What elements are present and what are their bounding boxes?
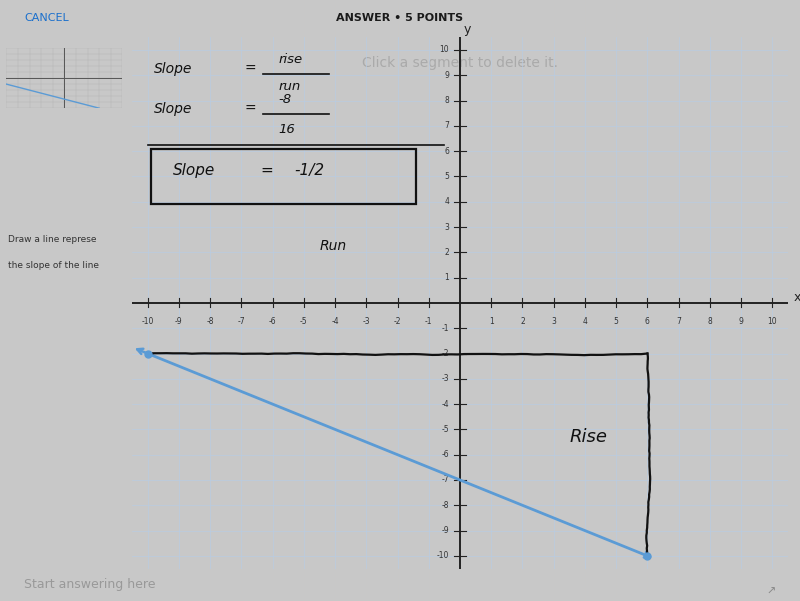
Text: 7: 7	[676, 317, 681, 326]
Text: -7: -7	[442, 475, 449, 484]
Text: -6: -6	[269, 317, 276, 326]
Text: -1: -1	[425, 317, 433, 326]
Text: ↗: ↗	[766, 586, 776, 596]
Text: the slope of the line: the slope of the line	[8, 261, 99, 270]
Text: Slope: Slope	[154, 62, 192, 76]
Text: 6: 6	[645, 317, 650, 326]
Text: -6: -6	[442, 450, 449, 459]
Text: -3: -3	[362, 317, 370, 326]
Text: 9: 9	[738, 317, 743, 326]
Text: Rise: Rise	[570, 428, 607, 446]
Text: 4: 4	[582, 317, 587, 326]
Text: 4: 4	[444, 197, 449, 206]
Text: Slope: Slope	[173, 163, 215, 178]
Text: -2: -2	[394, 317, 402, 326]
Text: -8: -8	[442, 501, 449, 510]
Text: 10: 10	[767, 317, 777, 326]
Text: rise: rise	[279, 52, 303, 66]
Text: -3: -3	[442, 374, 449, 383]
Text: run: run	[279, 81, 301, 93]
Text: 8: 8	[444, 96, 449, 105]
Text: =: =	[245, 62, 256, 76]
Text: -1: -1	[442, 324, 449, 333]
Text: -9: -9	[442, 526, 449, 535]
Text: 5: 5	[614, 317, 618, 326]
Text: Run: Run	[319, 239, 346, 253]
Text: Slope: Slope	[154, 102, 192, 116]
Text: 9: 9	[444, 71, 449, 80]
Text: -8: -8	[279, 93, 292, 106]
Text: 2: 2	[444, 248, 449, 257]
Text: 1: 1	[444, 273, 449, 282]
Text: Start answering here: Start answering here	[24, 578, 155, 591]
Text: ANSWER • 5 POINTS: ANSWER • 5 POINTS	[337, 13, 463, 23]
Text: 7: 7	[444, 121, 449, 130]
Text: y: y	[464, 23, 471, 36]
Text: -4: -4	[442, 400, 449, 409]
Text: 1: 1	[489, 317, 494, 326]
Text: =: =	[245, 102, 256, 116]
Text: -10: -10	[142, 317, 154, 326]
Text: -4: -4	[331, 317, 339, 326]
Text: x: x	[794, 291, 800, 304]
Text: 5: 5	[444, 172, 449, 181]
Text: Click a segment to delete it.: Click a segment to delete it.	[362, 56, 558, 70]
Text: -9: -9	[175, 317, 182, 326]
Text: 3: 3	[444, 222, 449, 231]
Text: Draw a line represe: Draw a line represe	[8, 235, 97, 244]
Text: 3: 3	[551, 317, 556, 326]
Text: -5: -5	[442, 425, 449, 434]
Text: 6: 6	[444, 147, 449, 156]
Text: -5: -5	[300, 317, 308, 326]
Text: -2: -2	[442, 349, 449, 358]
Text: 8: 8	[707, 317, 712, 326]
Text: 16: 16	[279, 123, 295, 136]
Text: -10: -10	[437, 551, 449, 560]
Text: -8: -8	[206, 317, 214, 326]
Text: -7: -7	[238, 317, 245, 326]
Text: -1/2: -1/2	[294, 163, 325, 178]
Text: 2: 2	[520, 317, 525, 326]
Text: CANCEL: CANCEL	[24, 13, 69, 23]
Text: 10: 10	[439, 46, 449, 55]
Text: =: =	[260, 163, 273, 178]
